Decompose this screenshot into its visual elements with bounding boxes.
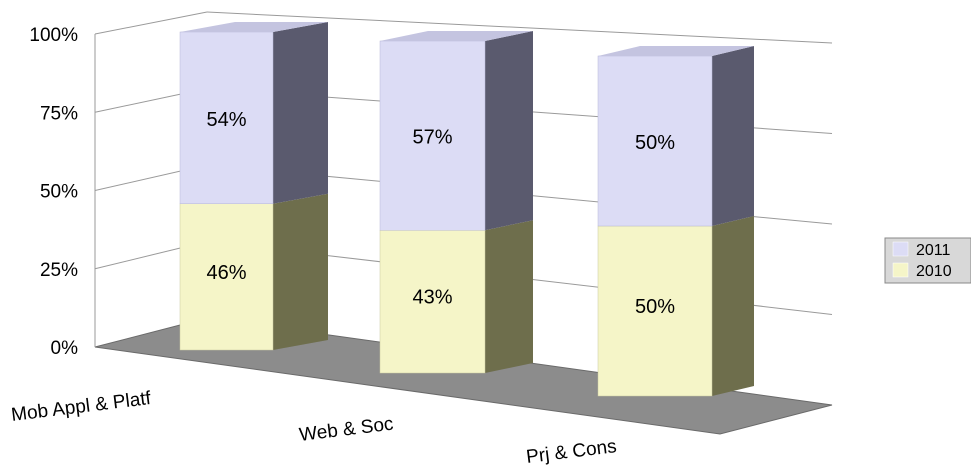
category-label: Prj & Cons (525, 436, 618, 467)
category-label: Mob Appl & Platf (10, 388, 153, 426)
legend-swatch-2011 (892, 241, 909, 257)
data-labels: 54% 46% 57% 43% 50% 50% (206, 109, 675, 318)
legend-label-2010: 2010 (916, 263, 952, 280)
bar-side-2010 (712, 216, 754, 396)
legend-swatch-2010 (892, 262, 909, 278)
gridline-side (94, 11, 208, 35)
bar-top-cap (380, 31, 533, 41)
bar-2011 (179, 31, 274, 204)
bar-side-2010 (485, 220, 533, 373)
y-axis: 0% 25% 50% 75% 100% (29, 25, 96, 359)
bar-2010 (179, 203, 274, 351)
bar-side-2011 (485, 31, 533, 231)
bar-top-cap (180, 22, 328, 32)
bar-side-2011 (712, 46, 754, 226)
bar-top-cap (598, 46, 754, 56)
data-label-2011: 57% (412, 127, 452, 149)
bar-side-2011 (273, 22, 328, 204)
data-label-2011: 54% (206, 109, 246, 131)
y-tick-label: 100% (29, 25, 78, 46)
category-label: Web & Soc (298, 414, 395, 446)
bar-side-2010 (273, 193, 328, 350)
bar-2011 (379, 40, 486, 231)
bars (179, 22, 754, 397)
data-label-2010: 46% (206, 262, 246, 284)
bar-2010 (597, 225, 713, 397)
legend-label-2011: 2011 (916, 242, 951, 259)
y-tick-label: 50% (40, 182, 78, 203)
y-tick-label: 75% (40, 103, 78, 124)
gridline-back (206, 11, 833, 44)
data-label-2011: 50% (635, 132, 675, 154)
y-tick-label: 0% (51, 338, 79, 359)
legend: 2011 2010 (884, 237, 971, 284)
y-tick-label: 25% (40, 260, 78, 281)
bar-2011 (597, 55, 713, 227)
data-label-2010: 43% (412, 287, 452, 309)
data-label-2010: 50% (635, 296, 675, 318)
